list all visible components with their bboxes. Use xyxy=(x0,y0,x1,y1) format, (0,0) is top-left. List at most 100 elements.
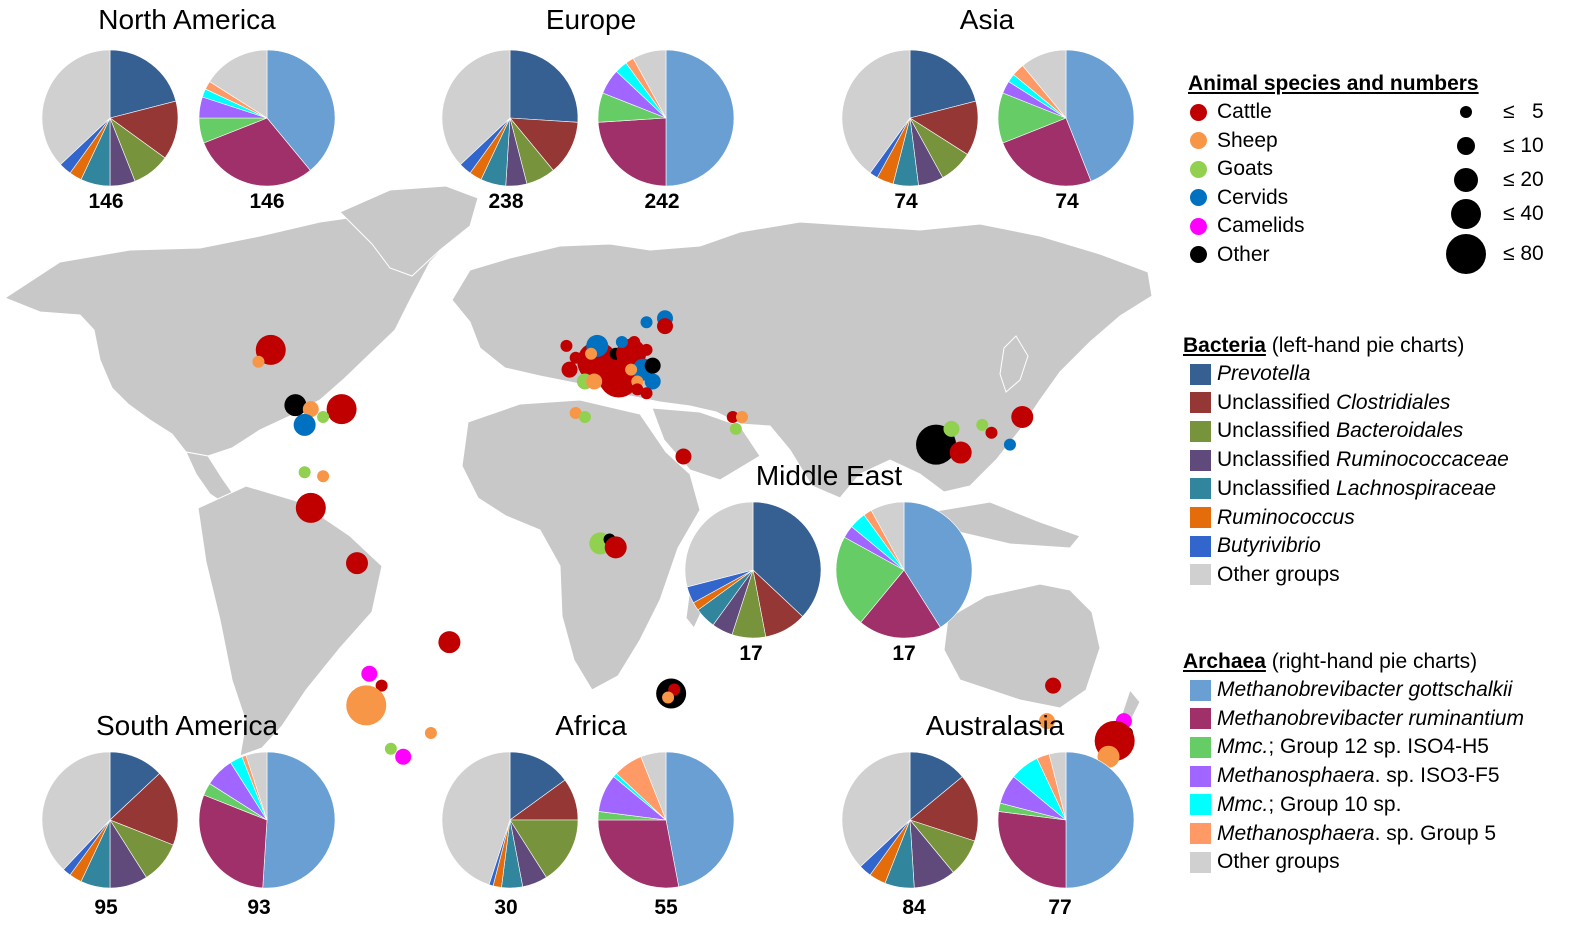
site-goats xyxy=(317,411,330,423)
pie-north-america-bacteria xyxy=(41,49,179,187)
pie-slice xyxy=(909,776,979,842)
pie-middle-east-archaea xyxy=(835,501,973,639)
pie-slice xyxy=(109,751,160,821)
pie-slice xyxy=(752,501,822,617)
site-sheep xyxy=(302,401,319,418)
archaea-label: . sp. Group 5 xyxy=(1374,821,1497,845)
animal-swatch xyxy=(1190,103,1207,121)
site-cattle xyxy=(561,361,578,378)
archaea-taxon: Methanosphaera xyxy=(1217,821,1375,845)
region-title-middle-east: Middle East xyxy=(755,460,903,491)
count-north-america-bacteria: 146 xyxy=(88,190,124,213)
archaea-swatch xyxy=(1190,794,1211,816)
land-masses xyxy=(3,185,1153,757)
site-cervids xyxy=(293,413,316,436)
site-sheep xyxy=(252,355,265,368)
pie-slice xyxy=(266,49,336,171)
size-legend-dot xyxy=(1460,106,1472,118)
archaea-taxon: Methanobrevibacter gottschalkii xyxy=(1217,678,1513,701)
animal-label: Camelids xyxy=(1217,214,1305,237)
archaea-swatch xyxy=(1190,708,1211,730)
archaea-legend-title-text: Archaea xyxy=(1183,650,1266,673)
count-australasia-archaea: 77 xyxy=(1048,896,1072,919)
pie-africa-archaea xyxy=(597,751,735,889)
bacteria-legend-item: Ruminococcus xyxy=(1190,506,1355,530)
pie-asia-bacteria xyxy=(841,49,979,187)
pie-slice xyxy=(1048,751,1067,821)
archaea-swatch xyxy=(1190,736,1211,758)
site-camelids xyxy=(361,665,378,682)
pie-slice xyxy=(841,751,911,867)
size-legend-dot xyxy=(1446,234,1486,274)
bacteria-swatch xyxy=(1190,449,1211,471)
africa-landmass xyxy=(461,399,701,691)
south-america-landmass xyxy=(197,485,383,757)
pie-slice xyxy=(1022,49,1067,119)
pie-slice xyxy=(1065,49,1135,182)
site-camelids xyxy=(395,748,412,765)
site-cattle xyxy=(1045,677,1062,694)
site-sheep xyxy=(1097,745,1120,768)
archaea-legend-item: Mmc.; Group 10 sp. xyxy=(1190,793,1401,817)
pie-slice xyxy=(835,536,905,623)
size-legend-dot xyxy=(1457,137,1475,155)
count-north-america-archaea: 146 xyxy=(249,190,285,213)
pie-slice xyxy=(841,49,911,174)
archaea-taxon: Methanosphaera xyxy=(1217,764,1375,788)
pie-south-america-bacteria xyxy=(41,751,179,889)
archaea-taxon: Mmc. xyxy=(1217,792,1269,816)
archaea-legend-item: Other groups xyxy=(1190,850,1340,874)
pie-slice xyxy=(109,49,177,119)
bacteria-taxon: Butyrivibrio xyxy=(1217,534,1321,558)
bacteria-swatch xyxy=(1190,420,1211,442)
archaea-legend-item: Methanobrevibacter ruminantium xyxy=(1190,707,1524,731)
archaea-label: ; Group 10 sp. xyxy=(1268,792,1402,816)
site-cattle xyxy=(560,339,573,352)
animal-legend-item: Camelids xyxy=(1190,214,1305,238)
size-legend-dot xyxy=(1451,199,1481,229)
count-asia-bacteria: 74 xyxy=(894,190,918,213)
pie-north-america-archaea xyxy=(198,49,336,187)
site-cattle xyxy=(375,679,388,692)
bacteria-taxon: Bacteroidales xyxy=(1336,419,1464,443)
archaea-taxon: Mmc. xyxy=(1217,735,1269,759)
pie-europe-bacteria xyxy=(441,49,579,187)
pie-slice xyxy=(441,751,511,886)
region-title-asia: Asia xyxy=(959,4,1015,35)
pie-australasia-archaea xyxy=(997,751,1135,889)
pie-europe-archaea xyxy=(597,49,735,187)
bacteria-swatch xyxy=(1190,564,1211,586)
count-middle-east-bacteria: 17 xyxy=(739,642,763,665)
site-sheep xyxy=(346,685,387,726)
pie-slice xyxy=(209,49,268,119)
archaea-swatch xyxy=(1190,765,1211,787)
japan-landmass xyxy=(999,335,1029,393)
bacteria-label: Unclassified xyxy=(1217,419,1337,443)
archaea-legend-item: Mmc.; Group 12 sp. ISO4-H5 xyxy=(1190,735,1489,759)
count-south-america-archaea: 93 xyxy=(247,896,271,919)
pie-slice xyxy=(109,773,179,846)
bacteria-legend-item: Unclassified Lachnospiraceae xyxy=(1190,477,1496,501)
pie-charts xyxy=(41,49,1135,889)
bacteria-label: Unclassified xyxy=(1217,476,1337,500)
animal-swatch xyxy=(1190,132,1207,149)
australia-landmass xyxy=(943,583,1101,709)
pie-slice xyxy=(640,751,667,821)
count-africa-bacteria: 30 xyxy=(494,896,518,919)
count-middle-east-archaea: 17 xyxy=(892,642,916,665)
pie-slice xyxy=(441,49,511,165)
bacteria-legend-title: Bacteria (left-hand pie charts) xyxy=(1183,334,1464,358)
pie-slice xyxy=(909,49,977,119)
pie-slice xyxy=(684,501,754,588)
pie-slice xyxy=(870,501,905,571)
size-legend-label: ≤ 40 xyxy=(1503,202,1544,225)
eurasia-landmass xyxy=(451,221,1153,499)
count-europe-bacteria: 238 xyxy=(488,190,524,213)
bacteria-label: Unclassified xyxy=(1217,448,1337,472)
site-cattle xyxy=(657,318,673,335)
bacteria-label: Other groups xyxy=(1217,562,1340,586)
site-cattle xyxy=(255,334,286,365)
count-south-america-bacteria: 95 xyxy=(94,896,118,919)
pie-slice xyxy=(665,49,735,187)
count-africa-archaea: 55 xyxy=(654,896,678,919)
